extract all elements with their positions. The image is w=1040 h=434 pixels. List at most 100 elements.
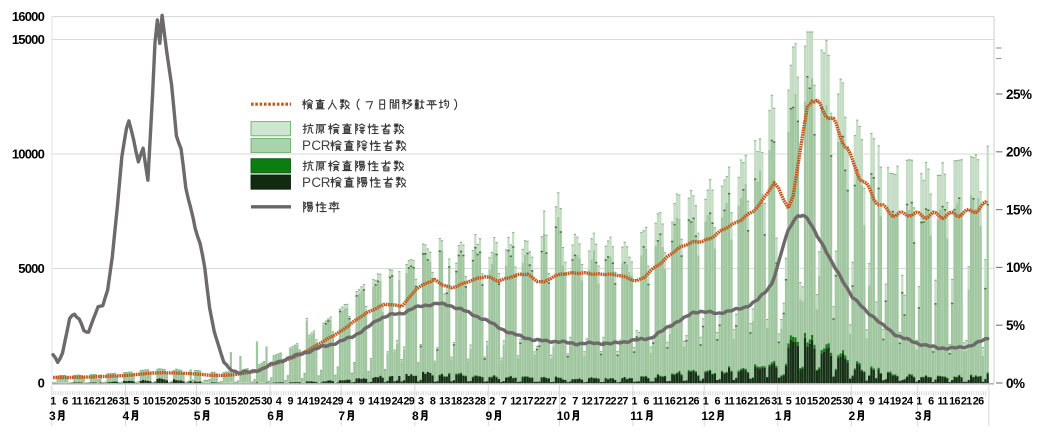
svg-text:12: 12 [581, 396, 592, 408]
svg-text:2: 2 [489, 396, 495, 408]
svg-text:0%: 0% [1006, 376, 1025, 391]
svg-text:R: R [321, 175, 331, 190]
svg-text:P: P [302, 138, 311, 153]
svg-text:5000: 5000 [18, 261, 44, 276]
svg-text:15000: 15000 [12, 32, 45, 47]
svg-text:12: 12 [510, 396, 521, 408]
svg-text:10: 10 [142, 396, 153, 408]
svg-text:1: 1 [703, 396, 709, 408]
svg-text:20%: 20% [1006, 145, 1032, 160]
svg-text:10000: 10000 [12, 147, 45, 162]
svg-text:5: 5 [204, 396, 210, 408]
svg-text:4: 4 [347, 396, 353, 408]
svg-text:26: 26 [107, 396, 118, 408]
svg-text:16: 16 [83, 396, 94, 408]
svg-text:9: 9 [359, 396, 365, 408]
svg-text:P: P [302, 175, 311, 190]
svg-text:15%: 15% [1006, 202, 1032, 217]
svg-text:6: 6 [928, 396, 934, 408]
svg-text:30: 30 [190, 396, 201, 408]
svg-text:19: 19 [380, 396, 391, 408]
svg-text:16: 16 [736, 396, 747, 408]
svg-text:25: 25 [249, 396, 260, 408]
svg-text:11: 11 [630, 409, 643, 423]
svg-text:30: 30 [261, 396, 272, 408]
svg-text:17: 17 [593, 396, 604, 408]
svg-text:1: 1 [50, 396, 56, 408]
svg-text:13: 13 [439, 396, 450, 408]
svg-text:18: 18 [451, 396, 462, 408]
svg-text:25%: 25% [1006, 87, 1032, 102]
svg-text:0: 0 [38, 376, 45, 391]
svg-text:14: 14 [878, 396, 889, 408]
svg-text:6: 6 [643, 396, 649, 408]
svg-text:1: 1 [916, 396, 922, 408]
svg-text:5: 5 [786, 396, 792, 408]
svg-text:26: 26 [688, 396, 699, 408]
svg-text:1: 1 [775, 409, 782, 423]
svg-text:24: 24 [902, 396, 913, 408]
svg-text:7: 7 [572, 396, 578, 408]
svg-text:5: 5 [194, 409, 201, 423]
svg-text:6: 6 [714, 396, 720, 408]
svg-text:8: 8 [430, 396, 436, 408]
svg-text:19: 19 [309, 396, 320, 408]
svg-text:4: 4 [857, 396, 863, 408]
svg-text:8: 8 [412, 409, 419, 423]
svg-text:C: C [311, 175, 321, 190]
svg-text:16000: 16000 [12, 9, 45, 24]
svg-text:5: 5 [133, 396, 139, 408]
svg-text:22: 22 [534, 396, 545, 408]
svg-text:4: 4 [123, 409, 130, 423]
svg-text:21: 21 [676, 396, 687, 408]
svg-text:30: 30 [842, 396, 853, 408]
svg-text:R: R [321, 138, 331, 153]
svg-text:10: 10 [557, 409, 571, 423]
svg-text:6: 6 [267, 409, 274, 423]
svg-text:10: 10 [795, 396, 806, 408]
svg-text:16: 16 [949, 396, 960, 408]
svg-text:20: 20 [819, 396, 830, 408]
svg-text:21: 21 [95, 396, 106, 408]
svg-text:31: 31 [119, 396, 130, 408]
svg-text:21: 21 [961, 396, 972, 408]
svg-text:26: 26 [973, 396, 984, 408]
svg-text:3: 3 [915, 409, 922, 423]
svg-text:11: 11 [937, 396, 948, 408]
svg-text:2: 2 [849, 409, 856, 423]
svg-text:11: 11 [724, 396, 735, 408]
svg-text:24: 24 [320, 396, 331, 408]
svg-text:C: C [311, 138, 321, 153]
svg-text:15: 15 [807, 396, 818, 408]
svg-text:4: 4 [276, 396, 282, 408]
svg-text:26: 26 [759, 396, 770, 408]
svg-text:15: 15 [225, 396, 236, 408]
svg-text:27: 27 [617, 396, 628, 408]
svg-text:11: 11 [653, 396, 664, 408]
svg-text:24: 24 [392, 396, 403, 408]
svg-text:7: 7 [338, 409, 345, 423]
svg-text:9: 9 [486, 409, 493, 423]
svg-text:16: 16 [664, 396, 675, 408]
svg-text:27: 27 [546, 396, 557, 408]
svg-text:9: 9 [287, 396, 293, 408]
svg-text:5%: 5% [1006, 318, 1025, 333]
svg-text:20: 20 [166, 396, 177, 408]
svg-text:25: 25 [830, 396, 841, 408]
svg-text:9: 9 [869, 396, 875, 408]
svg-text:3: 3 [49, 409, 56, 423]
svg-text:19: 19 [890, 396, 901, 408]
svg-text:15: 15 [154, 396, 165, 408]
svg-text:22: 22 [605, 396, 616, 408]
svg-text:10%: 10% [1006, 260, 1032, 275]
svg-text:3: 3 [418, 396, 424, 408]
svg-text:7: 7 [501, 396, 507, 408]
svg-text:23: 23 [463, 396, 474, 408]
svg-text:31: 31 [771, 396, 782, 408]
svg-text:29: 29 [332, 396, 343, 408]
svg-text:25: 25 [178, 396, 189, 408]
svg-text:11: 11 [72, 396, 83, 408]
svg-text:1: 1 [631, 396, 637, 408]
svg-text:29: 29 [403, 396, 414, 408]
svg-text:21: 21 [747, 396, 758, 408]
